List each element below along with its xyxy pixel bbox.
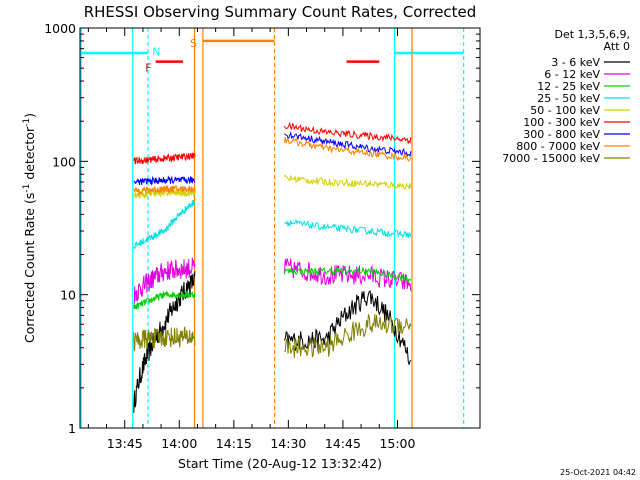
series-trace-4-segment-2 — [284, 219, 412, 239]
legend-header-detectors: Det 1,3,5,6,9, — [554, 28, 630, 41]
series-trace-1-segment-2 — [283, 290, 412, 365]
plot-area: N S F — [80, 28, 465, 428]
x-axis: 13:45 14:00 14:15 14:30 14:45 15:00 — [87, 28, 416, 451]
x-tick-label: 13:45 — [107, 436, 143, 451]
flare-flag-label: F — [145, 62, 151, 75]
x-tick-label: 14:30 — [270, 436, 306, 451]
series-trace-6-segment-1 — [133, 152, 196, 165]
legend-header-attenuator: Att 0 — [604, 40, 630, 53]
y-tick-label: 1 — [68, 421, 76, 436]
series-6-to-12keV-kev — [133, 257, 412, 305]
legend-entry-label: 800 - 7000 keV — [516, 140, 600, 153]
legend-entry-label: 50 - 100 keV — [530, 104, 600, 117]
series-trace-8-segment-2 — [283, 136, 412, 162]
x-tick-label: 15:00 — [379, 436, 415, 451]
series-trace-2-segment-2 — [283, 258, 412, 292]
legend-entry-label: 7000 - 15000 keV — [502, 152, 600, 165]
series-trace-1-segment-1 — [133, 271, 196, 413]
series-12-to-25keV-kev — [133, 266, 412, 310]
series-trace-6-segment-2 — [283, 121, 412, 145]
legend-entry-label: 12 - 25 keV — [537, 80, 600, 93]
x-tick-label: 14:00 — [161, 436, 197, 451]
series-trace-3-segment-2 — [283, 266, 412, 284]
series-trace-8-segment-1 — [133, 185, 196, 195]
series-trace-2-segment-1 — [133, 257, 196, 305]
legend-entry-label: 300 - 800 keV — [523, 128, 600, 141]
legend-entry-label: 100 - 300 keV — [523, 116, 600, 129]
y-axis-label-main: Corrected Count Rate (s — [22, 193, 37, 343]
series-3-to-6keV-kev — [133, 271, 412, 413]
y-axis-label-mid: detector — [22, 126, 37, 184]
x-tick-label: 14:45 — [325, 436, 361, 451]
legend-entry-label: 6 - 12 keV — [544, 68, 600, 81]
x-tick-label: 14:15 — [216, 436, 252, 451]
y-axis-label-exp2: -1 — [22, 118, 32, 127]
y-tick-label: 1000 — [44, 21, 76, 36]
chart-title: RHESSI Observing Summary Count Rates, Co… — [84, 3, 477, 21]
series-trace-5-segment-2 — [283, 174, 412, 191]
night-flag-label: N — [152, 46, 160, 59]
y-axis-label: Corrected Count Rate (s-1 detector-1) — [22, 113, 37, 343]
y-axis-label-exp1: -1 — [22, 184, 32, 193]
x-axis-label: Start Time (20-Aug-12 13:32:42) — [178, 456, 382, 471]
legend-entry-label: 25 - 50 keV — [537, 92, 600, 105]
series-trace-9-segment-1 — [133, 326, 196, 352]
saa-flag-label: S — [190, 37, 197, 50]
series-25-to-50keV-kev — [133, 199, 412, 250]
y-axis: 1 10 100 1000 — [44, 21, 480, 436]
legend-entry-label: 3 - 6 keV — [551, 56, 600, 69]
plot-frame — [79, 27, 481, 429]
series-trace-9-segment-2 — [284, 313, 412, 359]
y-axis-label-end: ) — [22, 113, 37, 118]
series-100-to-300keV-kev — [133, 121, 412, 165]
series-trace-3-segment-1 — [133, 289, 196, 310]
series-trace-7-segment-2 — [284, 131, 412, 158]
footer-timestamp: 25-Oct-2021 04:42 — [560, 468, 636, 477]
series-800-to-7000keV-kev — [133, 136, 412, 195]
series-trace-7-segment-1 — [133, 175, 196, 186]
series-trace-4-segment-1 — [133, 199, 196, 250]
series-300-to-800keV-kev — [133, 131, 412, 186]
series-7000-to-15000keV-kev — [133, 313, 412, 359]
y-tick-label: 10 — [60, 288, 76, 303]
y-tick-label: 100 — [52, 154, 76, 169]
